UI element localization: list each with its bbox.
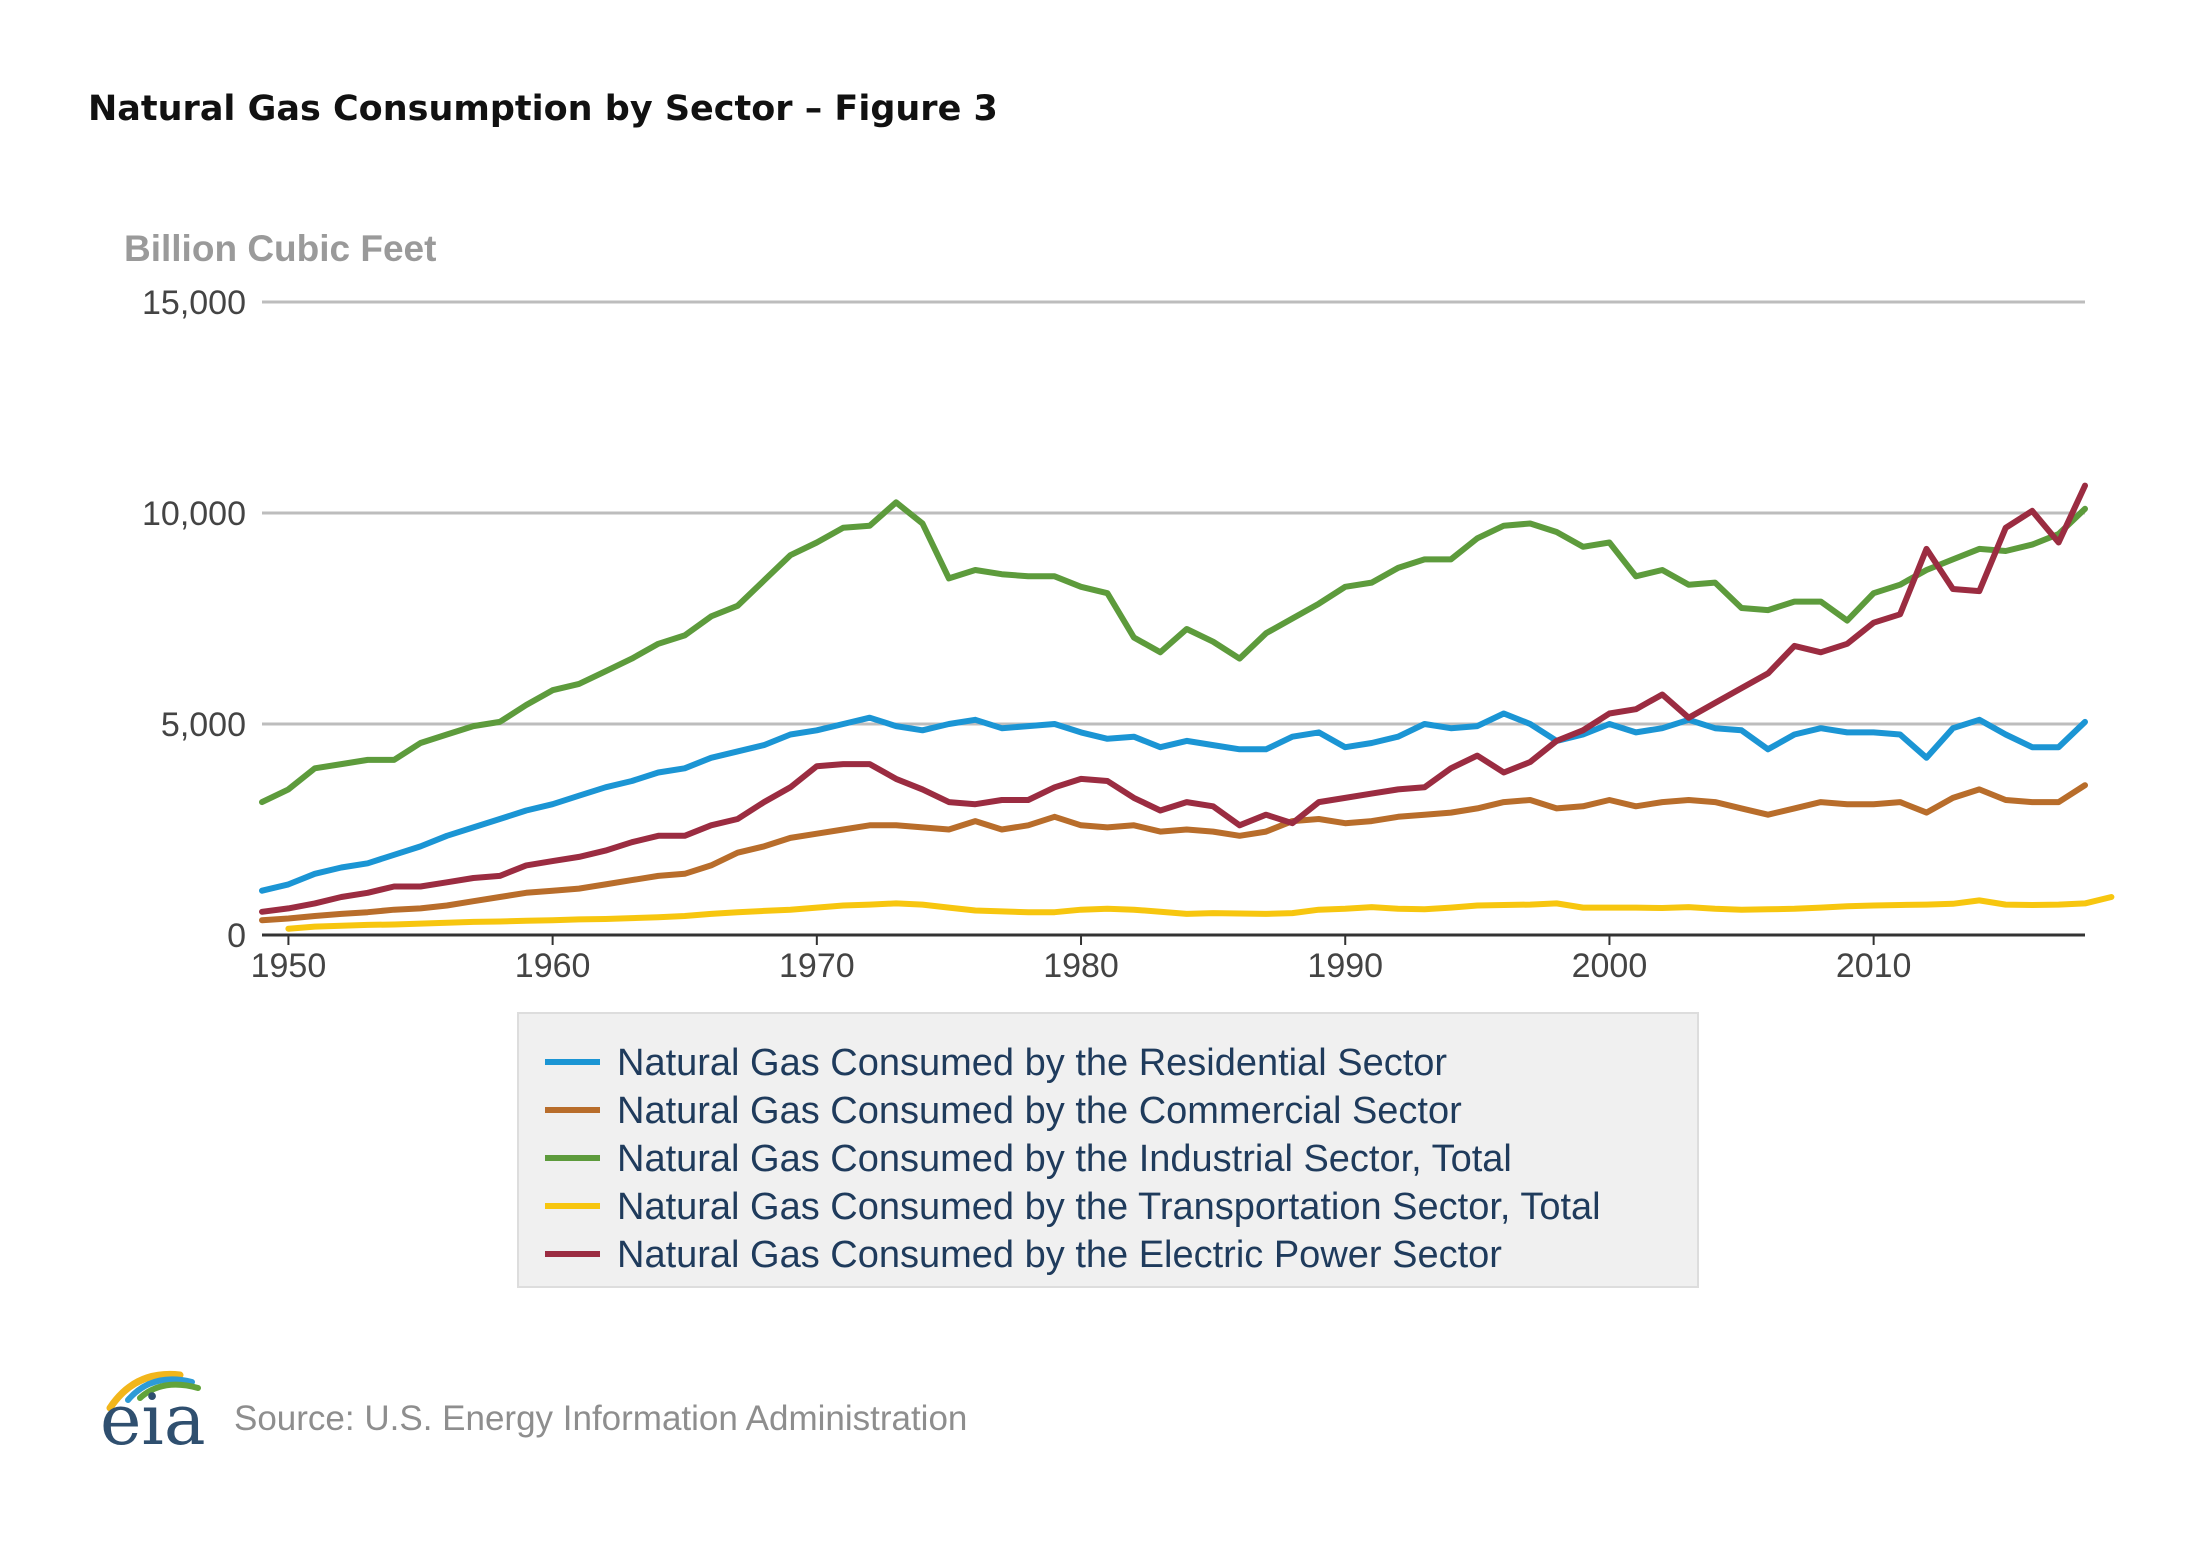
logo-text: eia: [100, 1379, 206, 1461]
legend: Natural Gas Consumed by the Residential …: [517, 1012, 1699, 1288]
y-tick-label: 5,000: [161, 706, 246, 744]
y-tick-label: 15,000: [142, 284, 246, 322]
logo-swoosh-green: [137, 1381, 201, 1401]
x-tick-label: 1990: [1307, 947, 1383, 985]
legend-label-residential: Natural Gas Consumed by the Residential …: [617, 1042, 1447, 1084]
legend-box: [517, 1012, 1699, 1288]
eia-logo: eia: [100, 1370, 206, 1461]
y-axis-unit-label: Billion Cubic Feet: [124, 228, 436, 269]
source-note: Source: U.S. Energy Information Administ…: [234, 1399, 967, 1438]
x-tick-label: 1950: [251, 947, 327, 985]
x-tick-label: 1970: [779, 947, 855, 985]
x-axis: 1950 1960 1970 1980 1990 2000 2010: [251, 933, 2085, 985]
logo-swoosh-blue: [125, 1376, 195, 1403]
series-line-residential: [259, 710, 2088, 894]
legend-label-electric: Natural Gas Consumed by the Electric Pow…: [617, 1234, 1502, 1276]
chart-title: Natural Gas Consumption by Sector – Figu…: [88, 89, 998, 129]
y-axis-ticks: 0 5,000 10,000 15,000: [142, 284, 246, 955]
legend-label-commercial: Natural Gas Consumed by the Commercial S…: [617, 1090, 1462, 1132]
logo-swoosh-yellow: [106, 1370, 184, 1412]
series-line-transportation: [285, 894, 2115, 932]
legend-label-industrial: Natural Gas Consumed by the Industrial S…: [617, 1138, 1512, 1180]
series-lines: [259, 482, 2115, 932]
series-line-industrial: [259, 499, 2088, 806]
legend-label-transportation: Natural Gas Consumed by the Transportati…: [617, 1186, 1601, 1228]
x-tick-label: 2010: [1836, 947, 1912, 985]
x-tick-label: 1960: [515, 947, 591, 985]
x-tick-label: 1980: [1043, 947, 1119, 985]
gridlines: [262, 300, 2085, 726]
y-tick-label: 0: [227, 917, 246, 955]
x-tick-label: 2000: [1572, 947, 1648, 985]
y-tick-label: 10,000: [142, 495, 246, 533]
series-line-electric: [259, 482, 2088, 915]
series-line-commercial: [259, 782, 2088, 924]
